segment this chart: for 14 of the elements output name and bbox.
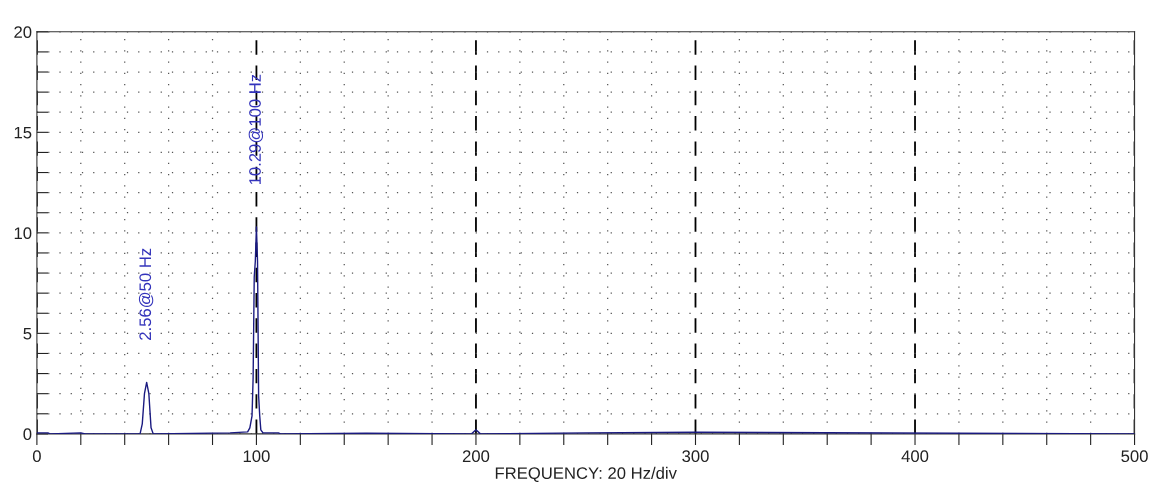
x-tick-label: 200 — [462, 450, 490, 463]
y-tick-label: 20 — [14, 26, 32, 39]
x-tick-label: 0 — [32, 450, 41, 463]
x-tick-label: 500 — [1121, 450, 1148, 463]
y-tick-label: 10 — [14, 227, 32, 240]
x-tick-label: 100 — [243, 450, 270, 463]
y-tick-label: 5 — [23, 327, 32, 340]
annotation: 2.56@50 Hz — [138, 248, 154, 340]
x-tick-label: 400 — [901, 450, 929, 463]
x-tick-label: 300 — [682, 450, 709, 463]
x-axis-title: FREQUENCY: 20 Hz/div — [495, 466, 677, 483]
y-tick-label: 0 — [23, 428, 32, 441]
y-tick-label: 15 — [14, 126, 32, 139]
annotation: 10.29@100 Hz — [248, 74, 264, 185]
